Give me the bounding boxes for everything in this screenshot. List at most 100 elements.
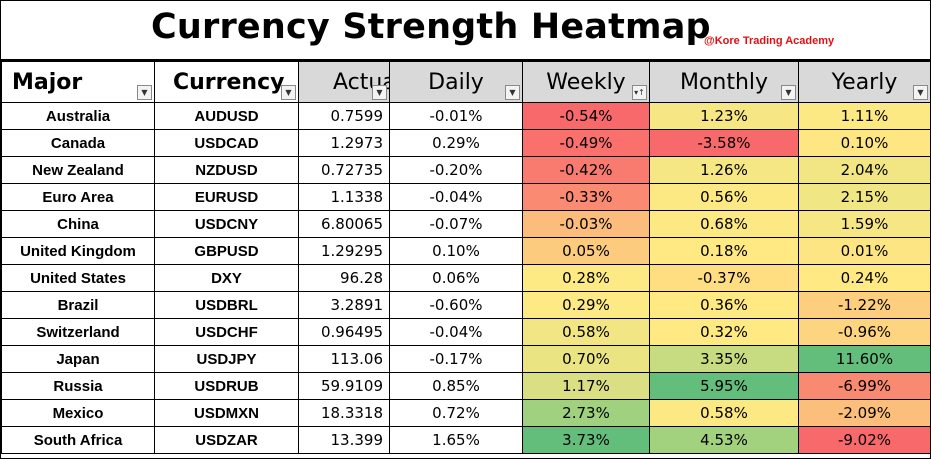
- yearly-cell[interactable]: 11.60%: [798, 345, 931, 373]
- yearly-cell[interactable]: 1.11%: [798, 102, 931, 130]
- currency-cell[interactable]: EURUSD: [154, 183, 299, 211]
- yearly-cell[interactable]: 2.15%: [798, 183, 931, 211]
- actual-cell[interactable]: 18.3318: [298, 399, 390, 427]
- monthly-cell[interactable]: 0.32%: [649, 318, 799, 346]
- actual-cell[interactable]: 13.399: [298, 426, 390, 454]
- weekly-cell[interactable]: 0.28%: [522, 264, 650, 292]
- monthly-cell[interactable]: 0.58%: [649, 399, 799, 427]
- filter-dropdown-icon[interactable]: ▼: [137, 85, 152, 100]
- actual-cell[interactable]: 1.29295: [298, 237, 390, 265]
- weekly-cell[interactable]: 2.73%: [522, 399, 650, 427]
- major-cell[interactable]: Russia: [1, 372, 155, 400]
- daily-cell[interactable]: -0.17%: [389, 345, 523, 373]
- weekly-cell[interactable]: -0.03%: [522, 210, 650, 238]
- filter-dropdown-icon[interactable]: ▼: [372, 85, 387, 100]
- daily-cell[interactable]: -0.04%: [389, 318, 523, 346]
- currency-cell[interactable]: USDRUB: [154, 372, 299, 400]
- yearly-cell[interactable]: -2.09%: [798, 399, 931, 427]
- monthly-cell[interactable]: 5.95%: [649, 372, 799, 400]
- monthly-cell[interactable]: 3.35%: [649, 345, 799, 373]
- major-cell[interactable]: United Kingdom: [1, 237, 155, 265]
- weekly-cell[interactable]: 0.05%: [522, 237, 650, 265]
- major-cell[interactable]: Mexico: [1, 399, 155, 427]
- filter-dropdown-icon[interactable]: ▼: [913, 85, 928, 100]
- sort-filter-icon[interactable]: ▾↑: [632, 85, 647, 100]
- daily-cell[interactable]: -0.60%: [389, 291, 523, 319]
- weekly-cell[interactable]: -0.33%: [522, 183, 650, 211]
- filter-dropdown-icon[interactable]: ▼: [281, 85, 296, 100]
- actual-cell[interactable]: 1.2973: [298, 129, 390, 157]
- actual-cell[interactable]: 0.72735: [298, 156, 390, 184]
- actual-cell[interactable]: 0.96495: [298, 318, 390, 346]
- column-header-major[interactable]: Major ▼: [1, 61, 155, 103]
- weekly-cell[interactable]: -0.54%: [522, 102, 650, 130]
- column-header-weekly[interactable]: Weekly ▾↑: [522, 61, 650, 103]
- monthly-cell[interactable]: 0.68%: [649, 210, 799, 238]
- yearly-cell[interactable]: 1.59%: [798, 210, 931, 238]
- actual-cell[interactable]: 59.9109: [298, 372, 390, 400]
- weekly-cell[interactable]: 0.70%: [522, 345, 650, 373]
- monthly-cell[interactable]: 4.53%: [649, 426, 799, 454]
- monthly-cell[interactable]: -0.37%: [649, 264, 799, 292]
- yearly-cell[interactable]: 2.04%: [798, 156, 931, 184]
- column-header-actual[interactable]: Actual ▼: [298, 61, 390, 103]
- column-header-currency[interactable]: Currency ▼: [154, 61, 299, 103]
- major-cell[interactable]: Canada: [1, 129, 155, 157]
- monthly-cell[interactable]: 1.23%: [649, 102, 799, 130]
- actual-cell[interactable]: 113.06: [298, 345, 390, 373]
- weekly-cell[interactable]: 3.73%: [522, 426, 650, 454]
- monthly-cell[interactable]: 1.26%: [649, 156, 799, 184]
- yearly-cell[interactable]: 0.24%: [798, 264, 931, 292]
- actual-cell[interactable]: 0.7599: [298, 102, 390, 130]
- actual-cell[interactable]: 1.1338: [298, 183, 390, 211]
- daily-cell[interactable]: -0.04%: [389, 183, 523, 211]
- currency-cell[interactable]: USDBRL: [154, 291, 299, 319]
- major-cell[interactable]: New Zealand: [1, 156, 155, 184]
- actual-cell[interactable]: 96.28: [298, 264, 390, 292]
- daily-cell[interactable]: 0.29%: [389, 129, 523, 157]
- monthly-cell[interactable]: 0.18%: [649, 237, 799, 265]
- currency-cell[interactable]: USDJPY: [154, 345, 299, 373]
- weekly-cell[interactable]: -0.49%: [522, 129, 650, 157]
- currency-cell[interactable]: AUDUSD: [154, 102, 299, 130]
- actual-cell[interactable]: 3.2891: [298, 291, 390, 319]
- column-header-monthly[interactable]: Monthly ▼: [649, 61, 799, 103]
- daily-cell[interactable]: 1.65%: [389, 426, 523, 454]
- major-cell[interactable]: Brazil: [1, 291, 155, 319]
- currency-cell[interactable]: GBPUSD: [154, 237, 299, 265]
- actual-cell[interactable]: 6.80065: [298, 210, 390, 238]
- major-cell[interactable]: South Africa: [1, 426, 155, 454]
- major-cell[interactable]: United States: [1, 264, 155, 292]
- monthly-cell[interactable]: -3.58%: [649, 129, 799, 157]
- daily-cell[interactable]: 0.85%: [389, 372, 523, 400]
- yearly-cell[interactable]: 0.01%: [798, 237, 931, 265]
- yearly-cell[interactable]: -0.96%: [798, 318, 931, 346]
- weekly-cell[interactable]: -0.42%: [522, 156, 650, 184]
- major-cell[interactable]: China: [1, 210, 155, 238]
- currency-cell[interactable]: USDCHF: [154, 318, 299, 346]
- daily-cell[interactable]: -0.20%: [389, 156, 523, 184]
- major-cell[interactable]: Japan: [1, 345, 155, 373]
- filter-dropdown-icon[interactable]: ▼: [781, 85, 796, 100]
- major-cell[interactable]: Euro Area: [1, 183, 155, 211]
- column-header-daily[interactable]: Daily ▼: [389, 61, 523, 103]
- currency-cell[interactable]: USDZAR: [154, 426, 299, 454]
- weekly-cell[interactable]: 0.29%: [522, 291, 650, 319]
- yearly-cell[interactable]: -1.22%: [798, 291, 931, 319]
- daily-cell[interactable]: 0.72%: [389, 399, 523, 427]
- currency-cell[interactable]: DXY: [154, 264, 299, 292]
- filter-dropdown-icon[interactable]: ▼: [505, 85, 520, 100]
- yearly-cell[interactable]: 0.10%: [798, 129, 931, 157]
- currency-cell[interactable]: NZDUSD: [154, 156, 299, 184]
- major-cell[interactable]: Switzerland: [1, 318, 155, 346]
- daily-cell[interactable]: 0.10%: [389, 237, 523, 265]
- currency-cell[interactable]: USDMXN: [154, 399, 299, 427]
- yearly-cell[interactable]: -6.99%: [798, 372, 931, 400]
- weekly-cell[interactable]: 1.17%: [522, 372, 650, 400]
- weekly-cell[interactable]: 0.58%: [522, 318, 650, 346]
- yearly-cell[interactable]: -9.02%: [798, 426, 931, 454]
- currency-cell[interactable]: USDCAD: [154, 129, 299, 157]
- monthly-cell[interactable]: 0.56%: [649, 183, 799, 211]
- daily-cell[interactable]: 0.06%: [389, 264, 523, 292]
- major-cell[interactable]: Australia: [1, 102, 155, 130]
